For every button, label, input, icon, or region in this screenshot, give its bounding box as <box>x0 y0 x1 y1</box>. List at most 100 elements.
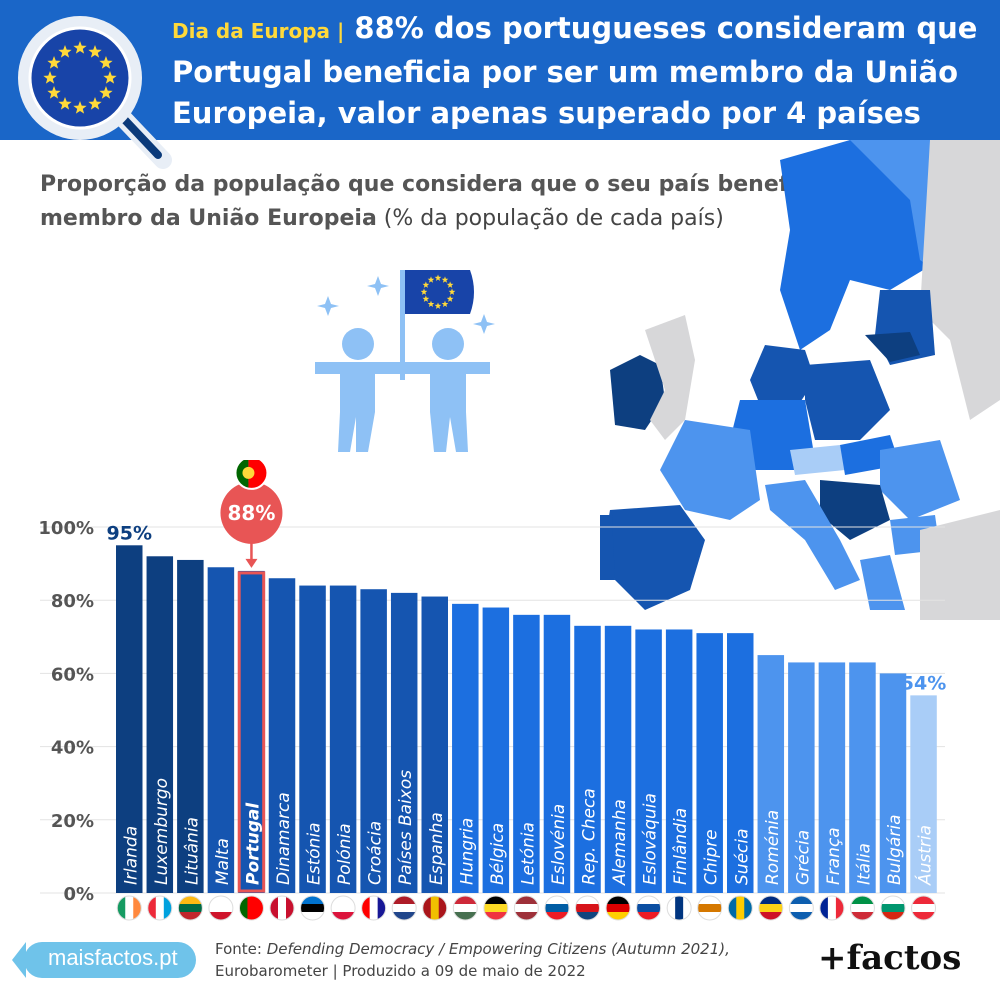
country-flag-icon <box>238 895 264 921</box>
country-flag-icon <box>361 895 387 921</box>
bar-category-label: Áustria <box>914 825 936 886</box>
y-tick-label: 80% <box>51 591 94 612</box>
bar-category-label: Bulgária <box>885 815 905 886</box>
bar-category-label: Croácia <box>366 821 386 885</box>
source-note: Fonte: Defending Democracy / Empowering … <box>215 938 805 982</box>
bar <box>177 559 204 893</box>
eu-star-icon <box>99 86 113 99</box>
bar <box>421 596 448 893</box>
eu-star-icon <box>446 295 454 302</box>
highlight-value-label: 88% <box>228 501 276 525</box>
bar <box>757 655 785 893</box>
eu-star-icon <box>47 56 61 69</box>
callout-bubble <box>220 481 283 544</box>
country-flag-icon <box>483 895 509 921</box>
bar <box>604 625 632 893</box>
bar-category-label: Estónia <box>305 822 325 885</box>
bar-category-label: Itália <box>854 843 874 885</box>
eu-star-icon <box>441 276 449 283</box>
country-flag-icon <box>697 895 723 921</box>
bar <box>788 662 815 893</box>
eu-star-icon <box>422 295 430 302</box>
bar-category-label: Finlândia <box>671 808 691 885</box>
header-headline: 88% dos portugueses consideram que Portu… <box>172 11 978 130</box>
eu-star-icon <box>422 281 430 288</box>
bar <box>207 567 235 893</box>
bar <box>482 607 510 893</box>
bar <box>238 570 265 893</box>
bar <box>452 603 479 893</box>
country-flag-icon <box>147 895 173 921</box>
eu-star-icon <box>88 96 102 110</box>
bar-category-label: Luxemburgo <box>152 778 172 885</box>
country-flag-icon <box>788 895 814 921</box>
callout-arrow-icon <box>245 558 258 568</box>
source-title: Defending Democracy / Empowering Citizen… <box>266 940 730 958</box>
bar-category-label: Bélgica <box>488 823 508 885</box>
eu-star-icon <box>427 276 435 283</box>
country-flag-icon <box>636 895 662 921</box>
eu-star-icon <box>58 45 72 58</box>
y-tick-label: 40% <box>51 738 94 759</box>
bar <box>879 673 907 893</box>
eu-star-icon <box>420 288 428 295</box>
site-badge <box>12 942 196 978</box>
eu-star-icon <box>47 86 61 99</box>
bar <box>329 585 357 893</box>
site-url[interactable]: maisfactos.pt <box>48 945 178 970</box>
eu-star-icon <box>448 288 456 295</box>
brand-logo: +factos <box>818 938 962 978</box>
bar-category-label: Letónia <box>518 822 538 885</box>
bar-category-label: Espanha <box>427 812 447 885</box>
bar <box>268 578 296 893</box>
eu-star-icon <box>427 300 435 307</box>
bar <box>696 633 723 893</box>
bar-category-label: França <box>824 827 844 885</box>
bar-category-label: Dinamarca <box>274 792 294 885</box>
eu-star-icon <box>88 45 102 58</box>
y-tick-label: 60% <box>51 664 94 685</box>
bar-category-label: Irlanda <box>121 826 141 885</box>
bar-category-label: Eslováquia <box>641 793 661 885</box>
bar <box>543 614 571 893</box>
country-flag-icon <box>605 895 631 921</box>
bar <box>727 633 754 893</box>
highlight-bar-outline <box>237 571 266 893</box>
bar <box>513 614 540 893</box>
country-flag-icon <box>727 895 753 921</box>
country-flag-icon <box>819 895 845 921</box>
bar <box>818 662 846 893</box>
bar <box>360 589 387 893</box>
country-flag-icon <box>575 895 600 921</box>
y-tick-label: 100% <box>38 518 94 539</box>
country-flag-icon <box>208 895 234 921</box>
bar-category-label: Portugal <box>243 802 263 885</box>
y-tick-label: 0% <box>63 884 94 905</box>
header-title: Dia da Europa | 88% dos portugueses cons… <box>172 8 992 134</box>
country-flag-icon <box>422 895 448 921</box>
country-flag-icon <box>880 895 906 921</box>
eu-star-icon <box>58 96 72 110</box>
eu-star-icon <box>434 274 442 281</box>
country-flag-icon <box>911 895 937 921</box>
bar-category-label: Roménia <box>763 810 783 885</box>
country-flag-icon <box>269 895 295 921</box>
country-flag-icon <box>330 895 356 921</box>
header-kicker: Dia da Europa | <box>172 19 345 43</box>
bar-category-label: Países Baixos <box>396 770 416 885</box>
eu-star-icon <box>446 281 454 288</box>
bar-category-label: Chipre <box>702 829 722 885</box>
eu-star-icon <box>103 71 117 84</box>
bar-chart: 0% 20% 40% 60% 80% 100% Irlanda Luxemburgo Litu… <box>38 460 946 921</box>
bar <box>574 625 601 893</box>
country-flag-icon <box>300 895 326 921</box>
country-flag-icon <box>452 895 478 921</box>
country-flag-icon <box>177 895 203 921</box>
bar-category-label: Suécia <box>732 828 752 885</box>
eu-star-icon <box>434 302 442 309</box>
magnifier-eu-flag-icon <box>18 16 172 169</box>
bar <box>635 629 662 893</box>
y-tick-label: 20% <box>51 811 94 832</box>
bar-category-label: Hungria <box>457 818 477 885</box>
bar-category-label: Lituânia <box>182 817 202 885</box>
